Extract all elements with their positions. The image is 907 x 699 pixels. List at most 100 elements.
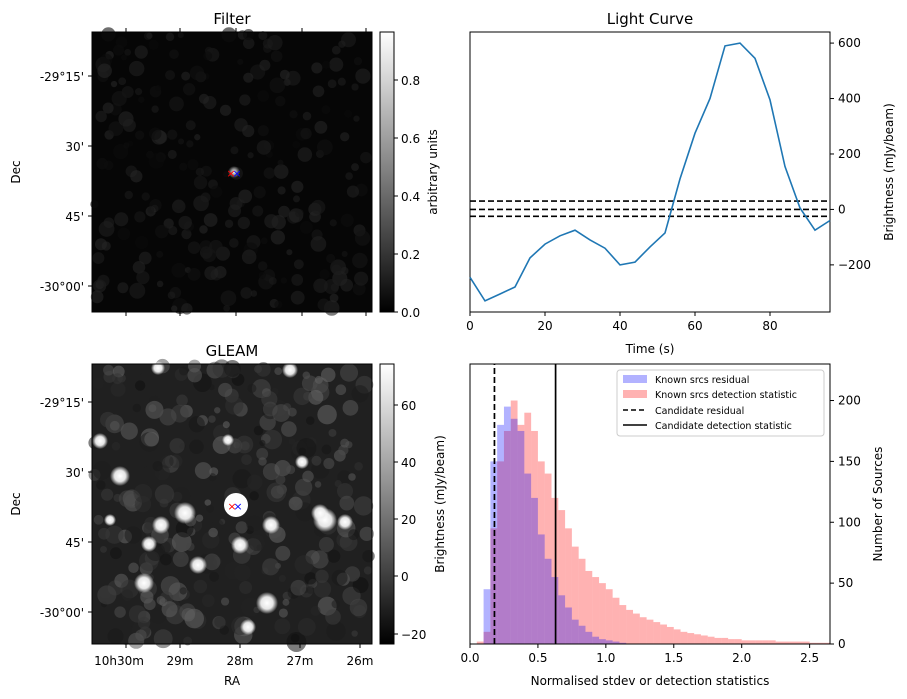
noise-speck [253, 186, 266, 199]
histogram-bar [531, 497, 538, 644]
noise-speck [257, 261, 268, 271]
texture-blob [121, 589, 133, 601]
noise-speck [355, 68, 371, 84]
histogram-bar [633, 613, 640, 644]
noise-speck [182, 83, 196, 96]
noise-speck [95, 110, 107, 123]
texture-blob [135, 629, 147, 641]
texture-blob [320, 367, 336, 383]
histogram-bar [585, 570, 593, 644]
gleam-source [295, 455, 309, 469]
noise-speck [331, 45, 341, 55]
texture-blob [109, 547, 122, 560]
noise-speck [154, 84, 162, 92]
texture-blob [337, 470, 352, 485]
noise-speck [130, 170, 143, 183]
texture-blob [194, 462, 212, 479]
texture-blob [247, 383, 257, 393]
noise-speck [134, 211, 146, 223]
noise-speck [256, 140, 272, 155]
histogram-bar [599, 639, 606, 644]
texture-blob [179, 587, 187, 595]
legend-label: Candidate detection statistic [655, 421, 792, 432]
histogram-bar [476, 641, 484, 644]
histogram-bar [524, 473, 532, 644]
histogram-bar [599, 583, 606, 644]
histogram-bar [531, 430, 538, 644]
histogram-ylabel-left: Brightness (mJy/beam) [433, 435, 447, 573]
gleam-cbar-tick-label: 0 [401, 570, 409, 584]
texture-blob [143, 598, 156, 611]
noise-speck [321, 105, 331, 115]
filter-cbar-tick-label: 0.4 [401, 190, 420, 204]
texture-blob [253, 425, 264, 436]
texture-blob [188, 416, 205, 433]
texture-blob [105, 525, 124, 544]
texture-blob [342, 399, 359, 416]
gleam-source [222, 434, 234, 446]
legend-label: Known srcs residual [655, 375, 749, 386]
x-tick-label: 0.5 [528, 651, 547, 665]
noise-speck [290, 290, 305, 305]
noise-speck [228, 204, 242, 218]
noise-speck [128, 60, 145, 77]
noise-speck [263, 167, 276, 179]
histogram-bar [503, 430, 511, 644]
texture-blob [223, 359, 241, 377]
y-tick-label: 0 [838, 202, 846, 216]
noise-speck [154, 224, 169, 239]
texture-blob [328, 428, 337, 437]
noise-speck [270, 50, 283, 63]
texture-blob [186, 542, 195, 551]
noise-speck [171, 199, 186, 214]
texture-blob [214, 407, 221, 414]
noise-speck [181, 229, 192, 240]
noise-speck [346, 185, 360, 198]
texture-blob [302, 470, 314, 483]
noise-speck [291, 180, 304, 193]
texture-blob [282, 598, 290, 606]
y-tick-label: 150 [838, 454, 861, 468]
texture-blob [134, 495, 152, 513]
histogram-bar [796, 641, 803, 644]
noise-speck [187, 267, 201, 281]
histogram-bar [673, 629, 681, 644]
noise-speck [260, 237, 268, 245]
texture-blob [132, 403, 142, 413]
texture-blob [246, 515, 263, 532]
noise-speck [262, 38, 273, 49]
texture-blob [159, 454, 174, 469]
noise-speck [242, 37, 255, 50]
texture-blob [120, 422, 138, 440]
gleam-source [110, 466, 130, 486]
texture-blob [325, 609, 341, 625]
gleam-source [262, 516, 280, 534]
histogram-bar [816, 642, 824, 644]
noise-speck [243, 72, 254, 83]
texture-blob [220, 597, 230, 606]
histogram-bar [517, 430, 525, 644]
texture-blob [234, 564, 251, 582]
gleam-cbar-tick-label: 60 [401, 399, 416, 413]
histogram-bar [666, 626, 674, 644]
noise-speck [327, 79, 337, 89]
texture-blob [278, 574, 286, 582]
histogram-bar [537, 534, 545, 644]
noise-speck [279, 69, 290, 80]
noise-speck [221, 27, 237, 43]
texture-blob [354, 462, 363, 471]
texture-blob [214, 616, 226, 628]
gleam-colorbar-ticks: −20 0 20 40 60 [394, 399, 426, 642]
texture-blob [335, 384, 347, 396]
filter-panel: Filter × × -29°15' 30' 45' -30°00' Dec [9, 10, 440, 320]
noise-speck [189, 65, 205, 81]
noise-speck [199, 225, 208, 234]
x-tick-label: 1.0 [596, 651, 615, 665]
noise-speck [274, 300, 283, 309]
gleam-source [311, 504, 329, 522]
noise-speck [292, 140, 301, 149]
filter-title: Filter [213, 10, 251, 28]
gleam-source [92, 433, 108, 449]
texture-blob [259, 439, 266, 447]
noise-speck [194, 134, 201, 141]
